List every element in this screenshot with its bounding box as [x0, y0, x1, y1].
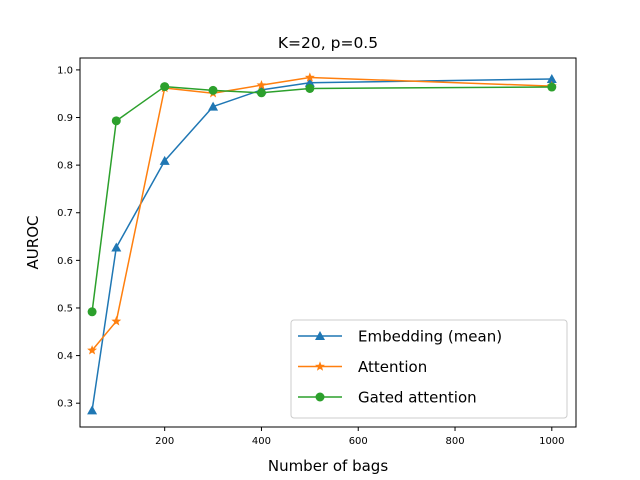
data-point-attention: [87, 345, 98, 355]
y-tick-label: 0.6: [57, 256, 73, 267]
x-axis: 200 400 600 800 1000: [155, 427, 565, 447]
legend-label-embedding-mean: Embedding (mean): [358, 328, 502, 346]
x-tick-label: 800: [445, 436, 464, 447]
y-tick-label: 0.7: [57, 208, 73, 219]
x-tick-label: 200: [155, 436, 174, 447]
y-tick-label: 0.3: [57, 399, 73, 410]
legend-marker-embedding-mean: [315, 331, 325, 340]
data-point-gated-attention: [160, 82, 170, 92]
legend-marker-gated-attention: [315, 392, 325, 402]
data-point-attention: [111, 316, 122, 326]
chart-title: K=20, p=0.5: [278, 34, 378, 52]
plot-frame: [79, 57, 577, 428]
x-axis-label: Number of bags: [268, 457, 388, 475]
data-point-gated-attention: [256, 88, 266, 98]
y-tick-label: 0.8: [57, 161, 73, 172]
data-point-attention: [304, 72, 315, 82]
legend-label-gated-attention: Gated attention: [358, 389, 477, 407]
x-tick-label: 400: [252, 436, 271, 447]
data-point-embedding-mean: [546, 73, 557, 83]
data-point-embedding-mean: [87, 405, 98, 415]
series-line-attention: [91, 76, 552, 351]
x-tick-label: 600: [349, 436, 368, 447]
data-point-embedding-mean: [111, 242, 122, 252]
y-axis-label: AUROC: [24, 216, 42, 270]
x-tick-label: 1000: [539, 436, 564, 447]
legend-box: [290, 319, 568, 419]
y-tick-label: 1.0: [57, 65, 73, 76]
y-tick-label: 0.5: [57, 303, 73, 314]
legend-label-attention: Attention: [358, 358, 427, 376]
plot-area: [87, 72, 557, 415]
data-point-embedding-mean: [208, 101, 219, 111]
y-tick-label: 0.9: [57, 113, 73, 124]
data-point-gated-attention: [305, 83, 315, 93]
legend-marker-attention: [315, 361, 325, 371]
data-point-gated-attention: [111, 116, 121, 126]
data-point-gated-attention: [208, 85, 218, 95]
data-point-attention: [256, 79, 267, 90]
y-tick-label: 0.4: [57, 351, 73, 362]
y-axis: 0.3 0.4 0.5 0.6 0.7 0.8 0.9 1.0: [57, 65, 80, 410]
data-point-gated-attention: [547, 82, 557, 92]
data-point-embedding-mean: [304, 77, 315, 87]
legend: Embedding (mean) Attention Gated attention: [290, 319, 568, 419]
data-point-embedding-mean: [159, 155, 170, 165]
series-line-gated-attention: [91, 85, 552, 312]
data-point-gated-attention: [87, 307, 97, 317]
